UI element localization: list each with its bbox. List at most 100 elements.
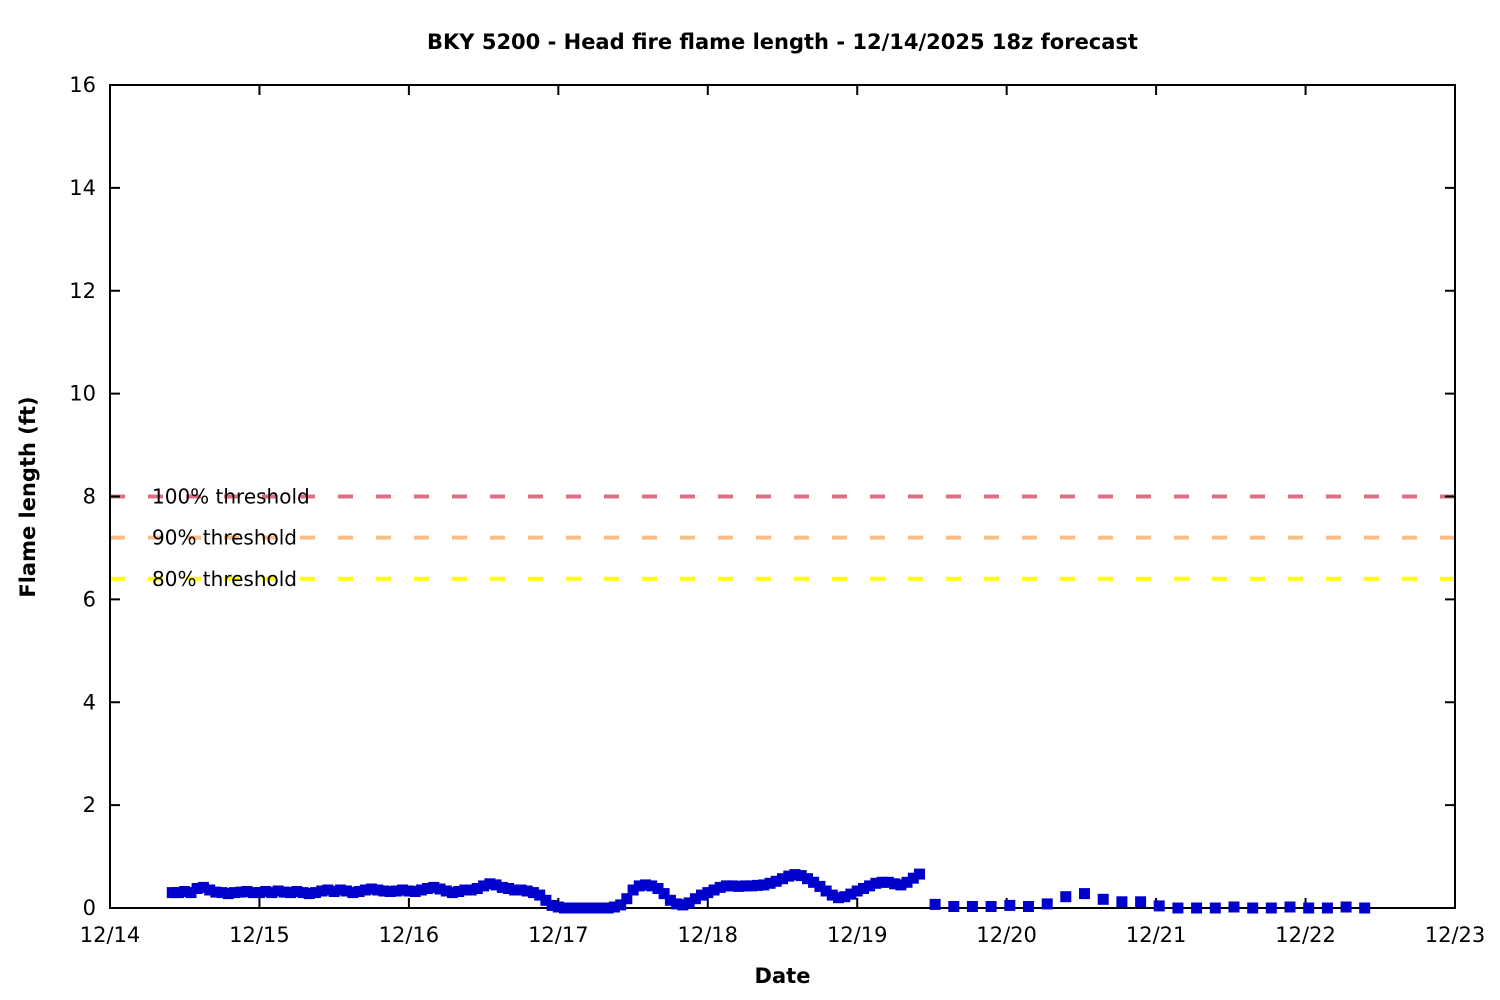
data-point [210, 886, 222, 898]
x-tick-label: 12/22 [1275, 923, 1336, 947]
data-point [1023, 901, 1034, 912]
data-point [303, 888, 315, 900]
data-point [876, 876, 888, 888]
data-point [914, 868, 925, 880]
data-point [1265, 902, 1277, 914]
data-point [1079, 888, 1090, 900]
x-tick-label: 12/16 [379, 923, 440, 947]
data-point [235, 886, 247, 898]
data-point [590, 902, 602, 914]
data-point [552, 901, 564, 913]
data-point [777, 873, 788, 885]
data-point [789, 869, 801, 881]
data-point [372, 884, 384, 896]
data-point [278, 886, 290, 898]
x-tick-label: 12/21 [1126, 923, 1187, 947]
data-point [247, 887, 259, 899]
data-point [1060, 891, 1072, 903]
data-point [559, 902, 571, 914]
data-point [478, 880, 490, 892]
data-point [1359, 902, 1371, 914]
data-point [316, 885, 328, 897]
data-point [795, 870, 807, 882]
data-point [1097, 893, 1109, 905]
data-point [708, 884, 720, 896]
data-point [1321, 902, 1333, 914]
data-point [870, 877, 882, 889]
data-point [985, 901, 997, 912]
data-point [291, 886, 303, 897]
y-tick-label: 8 [83, 485, 96, 509]
data-point [403, 885, 415, 897]
data-point [1340, 901, 1352, 913]
data-point [966, 901, 978, 912]
data-point [752, 879, 763, 891]
data-point [696, 889, 707, 901]
data-point [378, 885, 390, 897]
data-point [428, 881, 440, 893]
x-tick-label: 12/14 [80, 923, 141, 947]
data-point [1191, 902, 1203, 914]
data-point [260, 886, 272, 897]
y-tick-label: 12 [69, 279, 96, 303]
data-point [496, 881, 508, 893]
data-point [907, 872, 919, 884]
data-point [929, 898, 941, 910]
y-tick-label: 16 [69, 73, 96, 97]
data-point [527, 887, 539, 899]
data-point [889, 878, 901, 890]
data-point [359, 884, 371, 896]
data-point [397, 884, 409, 896]
data-point [1135, 896, 1147, 908]
data-point [503, 883, 515, 894]
data-point [272, 885, 284, 897]
data-point [677, 899, 689, 911]
data-point [1116, 896, 1128, 908]
data-point [447, 887, 458, 899]
x-tick-label: 12/17 [528, 923, 589, 947]
y-tick-label: 6 [83, 587, 96, 611]
y-tick-label: 4 [83, 690, 96, 714]
x-tick-label: 12/19 [827, 923, 888, 947]
y-tick-label: 0 [83, 896, 96, 920]
data-point [1004, 899, 1016, 911]
data-point [521, 885, 533, 897]
data-point [745, 880, 757, 892]
data-point [733, 880, 745, 892]
data-point [179, 886, 191, 897]
data-point [640, 879, 651, 891]
data-point [658, 888, 670, 900]
data-point [509, 884, 521, 896]
data-point [802, 873, 813, 885]
data-point [297, 887, 309, 899]
data-point [1284, 901, 1296, 913]
data-point [571, 902, 583, 914]
threshold-label: 80% threshold [152, 567, 297, 591]
data-point [415, 884, 427, 896]
x-tick-label: 12/23 [1425, 923, 1486, 947]
data-point [204, 884, 216, 896]
data-point [664, 894, 676, 906]
data-point [222, 888, 234, 900]
data-point [702, 887, 714, 899]
data-point [727, 880, 739, 892]
data-point [1303, 902, 1315, 914]
y-tick-label: 14 [69, 176, 96, 200]
data-point [615, 899, 627, 911]
threshold-label: 90% threshold [152, 526, 297, 550]
data-point [1228, 901, 1240, 913]
data-point [671, 898, 683, 910]
data-point [310, 887, 321, 899]
data-point [770, 875, 782, 887]
data-point [540, 894, 552, 906]
data-point [689, 893, 701, 905]
x-tick-label: 12/18 [678, 923, 739, 947]
data-point [683, 897, 695, 909]
data-point [565, 902, 577, 914]
data-point [895, 879, 907, 891]
data-point [197, 881, 209, 893]
data-point [577, 902, 589, 914]
data-point [948, 901, 960, 912]
